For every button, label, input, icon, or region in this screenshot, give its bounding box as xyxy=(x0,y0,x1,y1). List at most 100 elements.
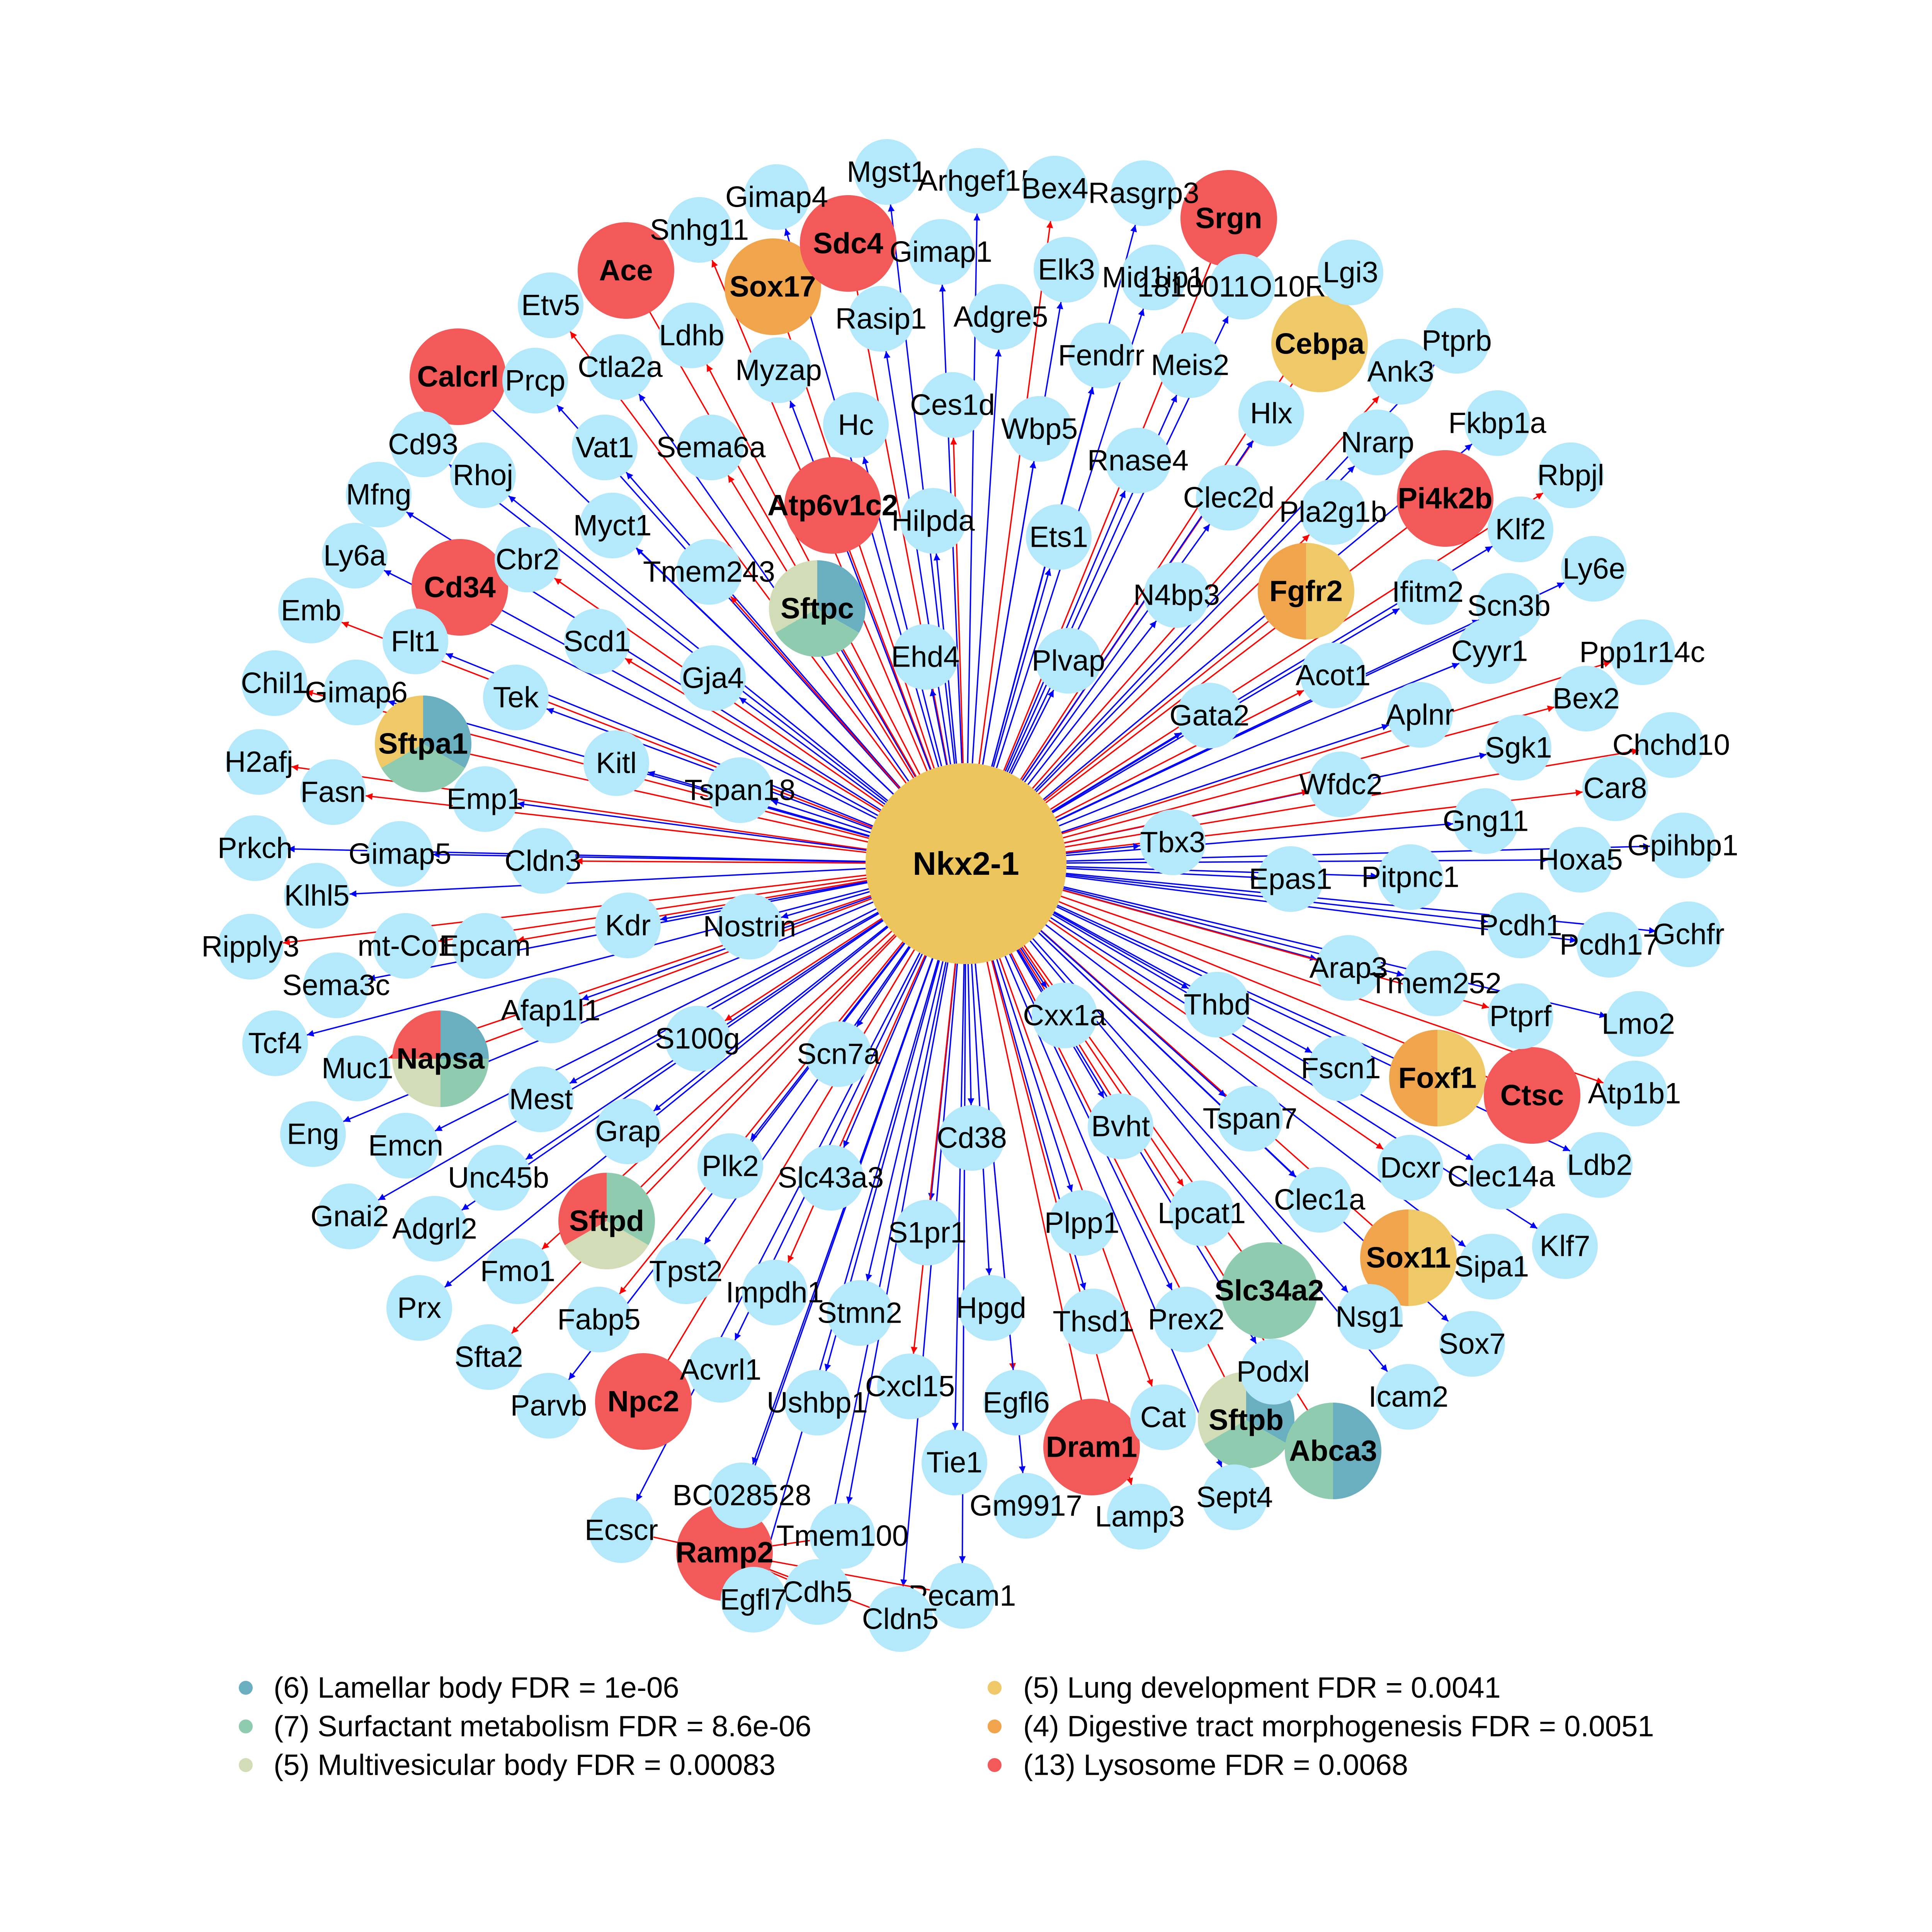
node-circle[interactable] xyxy=(1567,1132,1633,1198)
node-cebpa[interactable]: Cebpa xyxy=(1271,296,1368,392)
node-pie-slice-lung[interactable] xyxy=(375,696,423,768)
node-circle[interactable] xyxy=(784,1370,850,1435)
node-afap1l1[interactable]: Afap1l1 xyxy=(501,978,600,1043)
node-chchd10[interactable]: Chchd10 xyxy=(1612,712,1730,778)
node-circle[interactable] xyxy=(746,337,811,403)
node-circle[interactable] xyxy=(222,815,288,881)
node-sox17[interactable]: Sox17 xyxy=(724,238,821,335)
node-circle[interactable] xyxy=(877,1354,943,1419)
node-cldn3[interactable]: Cldn3 xyxy=(505,828,582,894)
node-circle[interactable] xyxy=(724,238,821,335)
node-pie-slice-surfactant[interactable] xyxy=(1285,1403,1333,1499)
node-circle[interactable] xyxy=(900,488,966,554)
node-rasip1[interactable]: Rasip1 xyxy=(835,286,927,352)
node-fmo1[interactable]: Fmo1 xyxy=(480,1238,555,1304)
node-cyyr1[interactable]: Cyyr1 xyxy=(1451,618,1528,684)
node-circle[interactable] xyxy=(1217,1086,1283,1151)
node-circle[interactable] xyxy=(1130,1384,1196,1450)
node-clec2d[interactable]: Clec2d xyxy=(1183,465,1275,531)
node-gpihbp1[interactable]: Gpihbp1 xyxy=(1627,813,1738,878)
node-circle[interactable] xyxy=(450,442,516,508)
node-parvb[interactable]: Parvb xyxy=(510,1373,587,1439)
node-nsg1[interactable]: Nsg1 xyxy=(1335,1284,1404,1350)
node-circle[interactable] xyxy=(1308,1036,1374,1101)
node-circle[interactable] xyxy=(1007,396,1072,462)
node-sftpa1[interactable]: Sftpa1 xyxy=(375,696,472,793)
node-circle[interactable] xyxy=(1088,1094,1153,1159)
node-circle[interactable] xyxy=(1287,1167,1352,1233)
node-circle[interactable] xyxy=(564,609,630,674)
node-dcxr[interactable]: Dcxr xyxy=(1378,1135,1443,1201)
node-ly6a[interactable]: Ly6a xyxy=(322,523,388,588)
node-tspan7[interactable]: Tspan7 xyxy=(1202,1086,1298,1151)
node-circle[interactable] xyxy=(280,1101,346,1167)
node-mfng[interactable]: Mfng xyxy=(346,462,412,527)
node-circle[interactable] xyxy=(1638,712,1704,778)
node-gnai2[interactable]: Gnai2 xyxy=(311,1184,389,1249)
node-circle[interactable] xyxy=(1532,1213,1598,1279)
node-pie-slice-lamellar[interactable] xyxy=(423,696,472,768)
node-tpst2[interactable]: Tpst2 xyxy=(649,1238,723,1304)
node-circle[interactable] xyxy=(595,893,661,958)
node-tmem100[interactable]: Tmem100 xyxy=(776,1503,908,1569)
node-pie-slice-lamellar[interactable] xyxy=(817,560,866,633)
node-pie-slice-lamellar[interactable] xyxy=(1333,1403,1381,1499)
node-mest[interactable]: Mest xyxy=(508,1066,574,1132)
node-circle[interactable] xyxy=(810,1503,875,1569)
node-circle[interactable] xyxy=(1184,972,1250,1037)
node-thbd[interactable]: Thbd xyxy=(1184,972,1251,1037)
node-hoxa5[interactable]: Hoxa5 xyxy=(1538,827,1623,893)
node-circle[interactable] xyxy=(1488,893,1553,958)
node-pcdh17[interactable]: Pcdh17 xyxy=(1560,912,1659,978)
node-circle[interactable] xyxy=(566,1287,632,1352)
node-aplnr[interactable]: Aplnr xyxy=(1386,682,1454,748)
node-icam2[interactable]: Icam2 xyxy=(1369,1364,1449,1430)
node-gm9917[interactable]: Gm9917 xyxy=(969,1473,1082,1539)
node-circle[interactable] xyxy=(485,1238,551,1304)
node-circle[interactable] xyxy=(798,1145,864,1211)
node-circle[interactable] xyxy=(300,759,366,825)
node-mt-co1[interactable]: mt-Co1 xyxy=(357,913,454,979)
node-srgn[interactable]: Srgn xyxy=(1180,170,1277,267)
node-gata2[interactable]: Gata2 xyxy=(1169,683,1250,748)
node-circle[interactable] xyxy=(1459,1234,1524,1299)
node-fendrr[interactable]: Fendrr xyxy=(1058,323,1145,388)
node-circle[interactable] xyxy=(1424,308,1490,374)
node-mid1ip1[interactable]: Mid1ip1 xyxy=(1102,245,1205,310)
node-pie-slice-surfactant[interactable] xyxy=(607,1173,655,1245)
node-myzap[interactable]: Myzap xyxy=(735,337,822,403)
node-circle[interactable] xyxy=(284,863,350,929)
node-egfl7[interactable]: Egfl7 xyxy=(720,1567,787,1633)
node-tbx3[interactable]: Tbx3 xyxy=(1140,810,1206,875)
node-circle[interactable] xyxy=(983,1370,1049,1435)
node-circle[interactable] xyxy=(1582,755,1648,821)
node-atp6v1c2[interactable]: Atp6v1c2 xyxy=(767,457,898,554)
node-sdc4[interactable]: Sdc4 xyxy=(800,195,896,292)
node-cldn5[interactable]: Cldn5 xyxy=(862,1586,939,1652)
node-ifitm2[interactable]: Ifitm2 xyxy=(1392,559,1464,625)
node-circle[interactable] xyxy=(1036,628,1101,694)
node-circle[interactable] xyxy=(1650,813,1716,878)
node-circle[interactable] xyxy=(939,1105,1005,1171)
node-circle[interactable] xyxy=(1609,619,1675,685)
hub-node[interactable]: Nkx2-1 xyxy=(866,763,1066,964)
node-sema3c[interactable]: Sema3c xyxy=(282,952,390,1018)
node-circle[interactable] xyxy=(1602,1061,1667,1126)
node-sox11[interactable]: Sox11 xyxy=(1360,1209,1457,1306)
node-circle[interactable] xyxy=(1308,752,1374,817)
node-acvrl1[interactable]: Acvrl1 xyxy=(680,1337,762,1403)
node-circle[interactable] xyxy=(218,914,283,980)
node-circle[interactable] xyxy=(665,1006,730,1071)
node-circle[interactable] xyxy=(595,1099,661,1164)
node-1810011o10rik[interactable]: 1810011O10Rik xyxy=(1137,254,1348,320)
node-circle[interactable] xyxy=(667,197,732,263)
node-hilpda[interactable]: Hilpda xyxy=(891,488,975,554)
node-circle[interactable] xyxy=(1484,1047,1580,1144)
node-ppp1r14c[interactable]: Ppp1r14c xyxy=(1579,619,1705,685)
hub-node-circle[interactable] xyxy=(866,763,1066,964)
node-pie-slice-lung[interactable] xyxy=(1408,1209,1457,1306)
node-ctla2a[interactable]: Ctla2a xyxy=(578,334,663,400)
node-circle[interactable] xyxy=(367,821,433,887)
node-egfl6[interactable]: Egfl6 xyxy=(983,1370,1050,1435)
node-circle[interactable] xyxy=(278,578,344,643)
